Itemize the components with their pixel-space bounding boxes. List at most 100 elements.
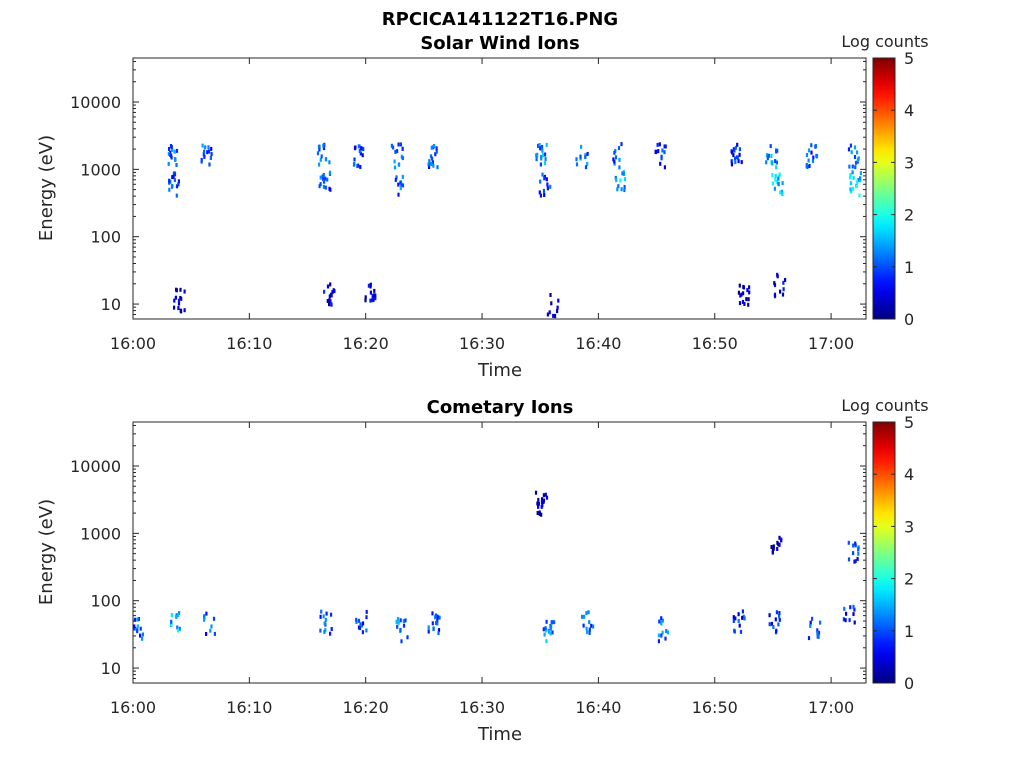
data-cell (857, 551, 860, 556)
x-tick-label: 16:40 (575, 698, 621, 717)
data-cell (323, 621, 326, 626)
data-cell (210, 146, 213, 151)
data-cell (808, 164, 811, 168)
data-cell (782, 287, 785, 292)
data-cell (544, 626, 547, 631)
data-cell (139, 633, 142, 638)
data-cell (742, 291, 745, 296)
data-cell (322, 146, 326, 151)
data-cell (546, 312, 549, 317)
data-cell (849, 189, 853, 194)
data-cell (856, 179, 859, 184)
solar-wind-plot-frame (132, 57, 867, 320)
data-cell (322, 172, 325, 177)
data-cell (361, 621, 365, 626)
solar-wind-colorbar: 0 1 2 3 4 5 (872, 49, 914, 329)
data-cell (543, 161, 546, 166)
data-cell (623, 177, 627, 182)
data-cell (849, 181, 853, 186)
data-cell (201, 143, 204, 148)
data-cell (816, 628, 819, 633)
data-cell (617, 146, 621, 151)
data-cell (171, 183, 174, 188)
data-cell (133, 624, 136, 629)
data-cell (853, 620, 856, 625)
data-cell (770, 621, 773, 626)
data-cell (666, 630, 670, 635)
data-cell (537, 497, 540, 502)
data-cell (177, 628, 180, 633)
data-cell (401, 156, 404, 161)
data-cell (853, 155, 857, 159)
data-cell (544, 152, 547, 157)
data-cell (183, 289, 186, 294)
data-cell (177, 306, 180, 311)
data-cell (784, 278, 787, 282)
data-cell (654, 149, 657, 154)
data-cell (854, 559, 857, 564)
data-cell (657, 633, 660, 638)
data-cell (175, 287, 178, 292)
data-cell (663, 144, 666, 149)
data-cell (779, 289, 782, 294)
data-cell (774, 617, 777, 622)
data-cell (732, 153, 735, 158)
data-cell (545, 495, 549, 500)
data-cell (139, 626, 142, 631)
data-cell (371, 298, 374, 303)
data-cell (853, 607, 856, 612)
data-cell (661, 148, 664, 153)
data-cell (620, 142, 623, 147)
data-cell (613, 159, 616, 164)
data-cell (172, 174, 175, 179)
data-cell (318, 184, 321, 189)
colorbar-tick-label: 3 (904, 153, 914, 172)
data-cell (206, 150, 209, 155)
data-cell (538, 512, 541, 516)
data-cell (535, 157, 538, 162)
data-cell (436, 618, 439, 623)
data-cell (372, 297, 375, 302)
data-cell (173, 172, 177, 177)
data-cell (319, 182, 322, 187)
data-cell (733, 156, 737, 161)
data-cell (168, 147, 171, 151)
data-cell (203, 617, 206, 622)
data-cell (732, 615, 735, 620)
data-cell (397, 162, 401, 167)
data-cell (811, 159, 815, 164)
data-cell (857, 547, 860, 552)
data-cell (325, 611, 328, 616)
colorbar-tick-label: 5 (904, 413, 914, 432)
colorbar-tick-label: 4 (904, 465, 914, 484)
data-cell (769, 144, 772, 149)
data-cell (575, 162, 579, 167)
data-cell (358, 626, 362, 631)
x-tick-label: 17:00 (808, 334, 854, 353)
data-cell (658, 619, 661, 624)
data-cell (815, 154, 819, 159)
data-cell (773, 281, 776, 286)
data-cell (738, 283, 741, 288)
data-cell (584, 155, 587, 160)
data-cell (179, 287, 182, 292)
data-cell (737, 290, 740, 295)
data-cell (168, 187, 171, 192)
data-cell (536, 152, 539, 157)
data-cell (549, 293, 552, 297)
data-cell (534, 490, 538, 495)
data-cell (429, 154, 433, 159)
x-tick-label: 16:00 (110, 334, 156, 353)
data-cell (545, 142, 548, 147)
data-cell (397, 192, 400, 197)
data-cell (657, 149, 660, 154)
data-cell (739, 293, 742, 298)
data-cell (437, 628, 441, 633)
data-cell (392, 145, 395, 150)
data-cell (734, 145, 737, 150)
data-cell (203, 614, 206, 619)
data-cell (854, 541, 857, 546)
data-cell (656, 142, 659, 147)
data-cell (355, 620, 358, 624)
data-cell (318, 147, 321, 152)
